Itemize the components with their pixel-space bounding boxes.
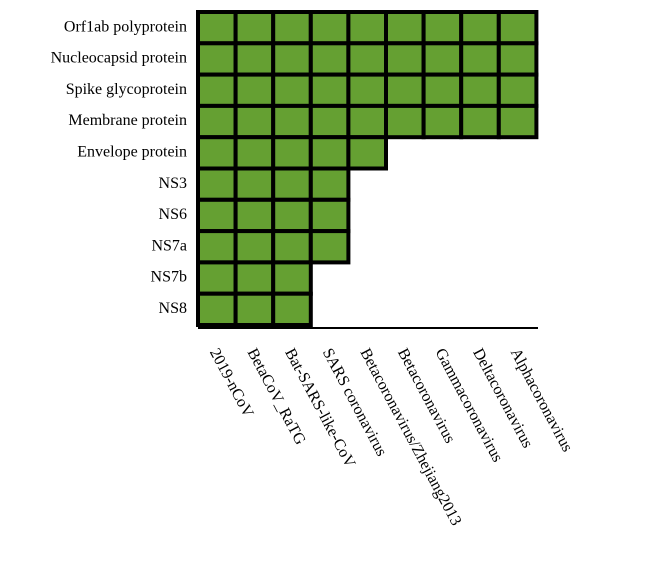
cell [308, 72, 351, 108]
cell [271, 103, 313, 140]
cell [233, 291, 276, 328]
cell [196, 229, 238, 265]
cell [421, 10, 464, 46]
cell [496, 72, 539, 108]
row-label: Nucleocapsid protein [51, 50, 187, 67]
row-cells [196, 291, 313, 328]
cell [196, 166, 238, 202]
row-label: NS6 [159, 206, 187, 223]
cell [271, 135, 313, 171]
cell [308, 166, 351, 202]
cell [421, 103, 464, 140]
row-cells [196, 10, 539, 46]
cell [233, 10, 276, 46]
row-label: NS3 [159, 175, 187, 192]
cell [196, 41, 238, 77]
cell [308, 41, 351, 77]
cell [459, 72, 501, 108]
cell [233, 103, 276, 140]
row-cells [196, 41, 539, 77]
cell [384, 72, 426, 108]
cell [459, 10, 501, 46]
cell [271, 197, 313, 234]
row-cells [196, 103, 539, 140]
cell [384, 10, 426, 46]
cell [196, 197, 238, 234]
row-cells [196, 72, 539, 108]
cell [196, 103, 238, 140]
cell [346, 41, 388, 77]
row-cells [196, 260, 313, 296]
cell [271, 41, 313, 77]
cell [196, 260, 238, 296]
cell [233, 41, 276, 77]
row-cells [196, 166, 351, 202]
cell [233, 260, 276, 296]
cell [233, 72, 276, 108]
cell [496, 10, 539, 46]
cell [308, 10, 351, 46]
cell [496, 41, 539, 77]
row-label: Membrane protein [68, 112, 187, 129]
cell [196, 10, 238, 46]
cell [271, 72, 313, 108]
cell [384, 103, 426, 140]
cell [346, 72, 388, 108]
cell [496, 103, 539, 140]
row-label: Orf1ab polyprotein [64, 18, 187, 35]
row-cells [196, 229, 351, 265]
row-label: NS7a [151, 237, 187, 254]
cell [421, 41, 464, 77]
cell [233, 166, 276, 202]
cell [271, 291, 313, 328]
cell [346, 103, 388, 140]
row-label: Spike glycoprotein [66, 81, 187, 98]
cell [459, 41, 501, 77]
cell [271, 260, 313, 296]
row-label: NS8 [159, 300, 187, 317]
cell [308, 135, 351, 171]
cell [196, 72, 238, 108]
row-cells [196, 135, 388, 171]
cell [271, 10, 313, 46]
cell [271, 229, 313, 265]
cell [308, 229, 351, 265]
cell [346, 10, 388, 46]
cell [196, 291, 238, 328]
cell [233, 135, 276, 171]
cell [196, 135, 238, 171]
row-label: Envelope protein [77, 144, 187, 161]
row-cells [196, 197, 351, 234]
cell [346, 135, 388, 171]
cell [308, 103, 351, 140]
cell [459, 103, 501, 140]
cell [384, 41, 426, 77]
cell [233, 197, 276, 234]
cell [233, 229, 276, 265]
cell [421, 72, 464, 108]
cell [271, 166, 313, 202]
row-label: NS7b [151, 269, 187, 286]
cell [308, 197, 351, 234]
